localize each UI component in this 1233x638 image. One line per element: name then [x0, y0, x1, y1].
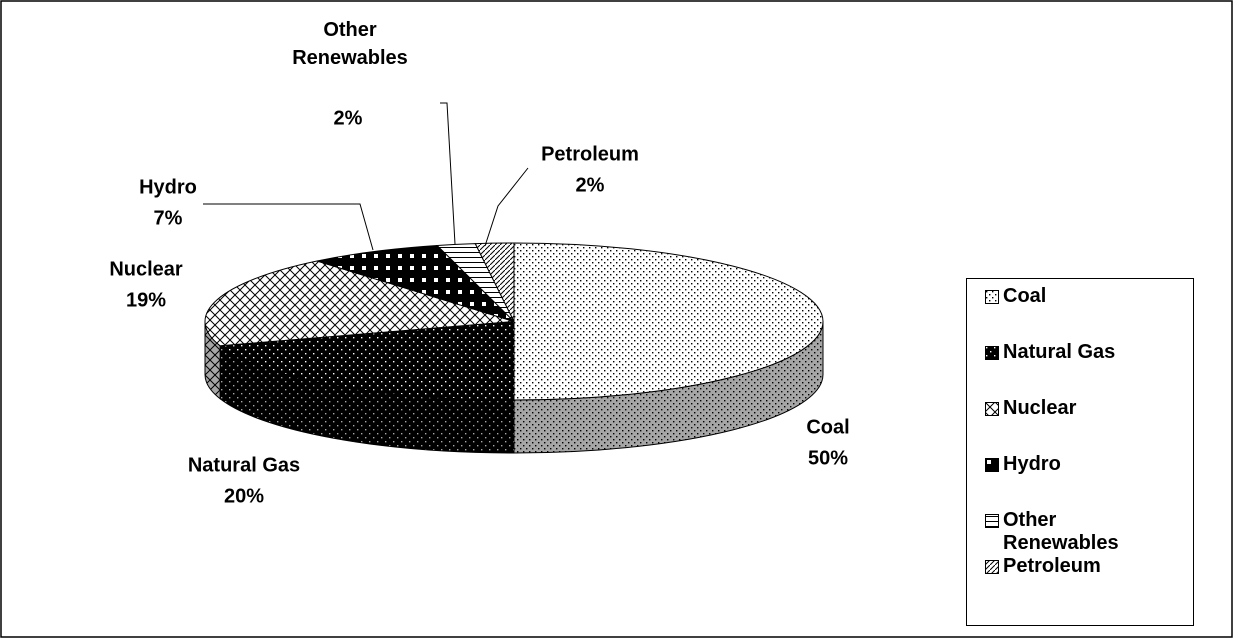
- legend-swatch: [985, 560, 999, 574]
- legend-item: Natural Gas: [985, 341, 1170, 364]
- legend-item: Hydro: [985, 453, 1170, 476]
- data-label-name: Hydro: [139, 176, 197, 198]
- legend-label: Petroleum: [1003, 555, 1101, 577]
- leader-line: [440, 102, 456, 245]
- legend-label: Coal: [1003, 285, 1047, 307]
- legend-label: Natural Gas: [1003, 341, 1116, 363]
- data-label-value: 20%: [224, 485, 264, 507]
- data-label-name: Coal: [806, 416, 849, 438]
- legend-item: Petroleum: [985, 555, 1170, 578]
- slice: [474, 242, 515, 322]
- slice: [513, 242, 824, 401]
- data-label-name: Nuclear: [109, 258, 183, 280]
- legend-swatch: [985, 514, 999, 528]
- data-label-name: Petroleum: [541, 143, 639, 165]
- slice: [316, 244, 515, 322]
- legend-item: Other Renewables: [985, 509, 1170, 555]
- legend-item: Nuclear: [985, 397, 1170, 420]
- legend-swatch: [985, 290, 999, 304]
- data-label-value: 2%: [334, 107, 363, 129]
- slice: [218, 320, 515, 401]
- legend-swatch: [985, 346, 999, 360]
- slice: [204, 260, 515, 347]
- data-label-value: 7%: [154, 207, 183, 229]
- leader-line: [484, 167, 529, 247]
- legend-label: Hydro: [1003, 453, 1061, 475]
- legend-label: Other Renewables: [1003, 509, 1119, 554]
- side-shade: [514, 321, 823, 454]
- legend-label: Nuclear: [1003, 397, 1077, 419]
- data-label-name: Natural Gas: [188, 454, 300, 476]
- data-label-value: 19%: [126, 289, 166, 311]
- side-shade: [220, 345, 514, 453]
- data-label-value: 2%: [576, 174, 605, 196]
- data-label-box: Other Renewables: [292, 19, 408, 69]
- side-shade: [205, 321, 221, 399]
- leader-line: [203, 203, 374, 251]
- legend-swatch: [985, 402, 999, 416]
- legend: Coal Natural Gas Nuclear Hydro Other Renewab…: [966, 278, 1194, 626]
- legend-swatch: [985, 458, 999, 472]
- data-label-value: 50%: [808, 447, 848, 469]
- data-label-name: Other Renewables: [292, 19, 408, 69]
- legend-item: Coal: [985, 285, 1170, 308]
